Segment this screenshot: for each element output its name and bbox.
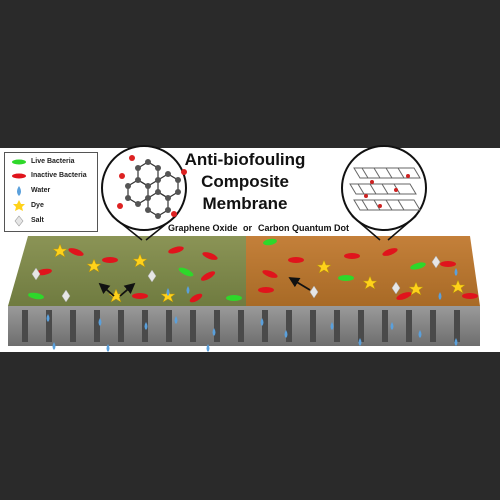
rejection-arrows [98, 277, 311, 297]
legend-label: Dye [31, 202, 44, 209]
salt-diamond [147, 269, 157, 283]
title-line-3: Membrane [202, 194, 288, 213]
support-pores [22, 310, 460, 342]
graphene-oxide-layer [8, 236, 246, 306]
dye-star [362, 275, 378, 290]
live-bacterium [28, 292, 44, 300]
water-drop [330, 322, 334, 330]
dye-star [450, 279, 466, 294]
water-drop [390, 322, 394, 330]
water-drop [212, 328, 216, 336]
inactive-bacterium [382, 248, 398, 256]
salt-diamond [431, 255, 441, 269]
inactive-bacterium [344, 253, 360, 259]
water-drop [284, 330, 288, 338]
inactive-bacterium [440, 261, 456, 267]
live-bacteria-group [28, 238, 426, 301]
live-bacterium [263, 238, 277, 246]
white-diamond-icon [14, 215, 24, 227]
water-drop [438, 292, 442, 300]
title-line-2: Composite [201, 172, 289, 191]
inactive-bacterium [68, 248, 84, 256]
inactive-bacterium [288, 257, 304, 263]
water-drop [454, 338, 458, 346]
live-bacterium [410, 262, 426, 270]
water-drop [454, 268, 458, 276]
dye-star [408, 281, 424, 296]
water-drop [260, 318, 264, 326]
inactive-bacteria-group [36, 246, 478, 303]
salt-group [31, 255, 441, 303]
title-line-1: Anti-biofouling [184, 150, 306, 169]
inactive-bacterium [132, 293, 148, 299]
inactive-bacterium [262, 270, 278, 278]
legend-label: Live Bacteria [31, 158, 75, 165]
graphene-oxide-magnifier [101, 145, 187, 241]
water-drop [166, 288, 170, 296]
water-drop-icon [17, 186, 21, 196]
salt-diamond [61, 289, 71, 303]
yellow-star-icon [13, 200, 25, 211]
water-drops [46, 268, 458, 352]
water-drop [52, 342, 56, 350]
water-drop [144, 322, 148, 330]
water-drop [418, 330, 422, 338]
legend-label: Water [31, 187, 51, 194]
water-drop [206, 344, 210, 352]
inactive-bacterium [200, 271, 216, 281]
salt-diamond [309, 285, 319, 299]
inactive-bacterium [189, 293, 203, 303]
inactive-bacterium [396, 292, 412, 300]
water-drop [358, 338, 362, 346]
inactive-bacteria-icon [12, 173, 26, 179]
carbon-quantum-dot-caption: Carbon Quantum Dot [258, 223, 349, 233]
live-bacterium [338, 275, 354, 281]
legend-label: Inactive Bacteria [31, 172, 87, 179]
dye-star [132, 253, 148, 268]
water-drop [186, 286, 190, 294]
or-caption: or [243, 223, 252, 233]
inactive-bacterium [462, 293, 478, 299]
legend: Live Bacteria Inactive Bacteria Water Dy… [4, 152, 98, 232]
water-drop [106, 344, 110, 352]
water-drop [174, 316, 178, 324]
legend-label: Salt [31, 217, 44, 224]
graphene-oxide-caption: Graphene Oxide [168, 223, 238, 233]
dye-star [86, 258, 102, 273]
live-bacteria-icon [12, 159, 26, 165]
water-drop [46, 314, 50, 322]
carbon-quantum-dot-structure-icon [349, 167, 421, 211]
carbon-quantum-dot-magnifier [341, 145, 427, 241]
water-drop [98, 318, 102, 326]
dye-star [316, 259, 332, 274]
dye-star [52, 243, 68, 258]
salt-diamond [391, 281, 401, 295]
live-bacterium [178, 267, 194, 277]
inactive-bacterium [202, 252, 218, 260]
carbon-quantum-dot-layer [246, 236, 480, 306]
inactive-bacterium [168, 246, 184, 254]
live-bacterium [226, 295, 242, 301]
inactive-bacterium [258, 287, 274, 293]
inactive-bacterium [102, 257, 118, 263]
salt-diamond [31, 267, 41, 281]
